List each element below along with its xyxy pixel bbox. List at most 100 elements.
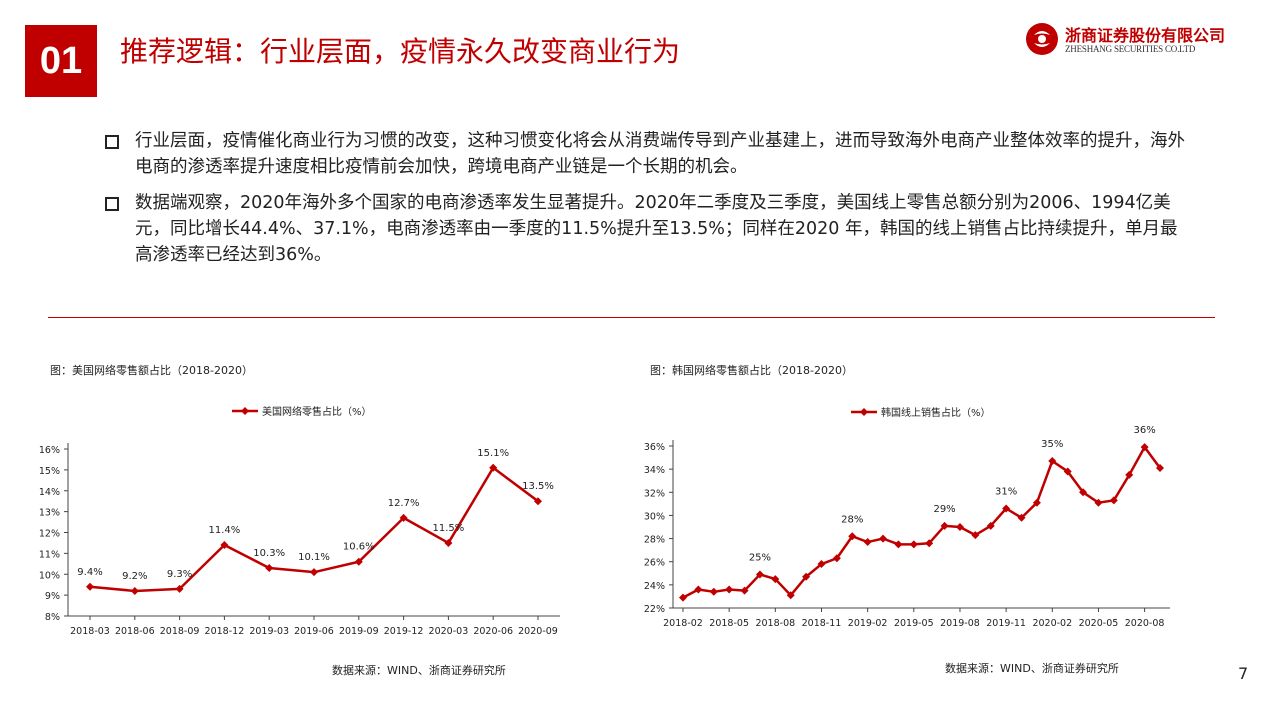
data-point-marker <box>1017 513 1026 522</box>
data-point-marker <box>986 521 995 530</box>
data-point-marker <box>694 585 703 594</box>
data-point-marker <box>725 585 734 594</box>
data-point-marker <box>879 534 888 543</box>
x-tick-label: 2020-03 <box>429 626 469 637</box>
y-tick-label: 26% <box>644 558 665 569</box>
series-line <box>682 445 1162 599</box>
data-point-marker <box>444 538 453 547</box>
data-point-marker <box>740 586 749 595</box>
data-point-marker <box>1002 504 1011 513</box>
y-tick-label: 12% <box>39 529 60 540</box>
x-tick-label: 2019-03 <box>249 626 289 637</box>
data-point-marker <box>1140 443 1149 452</box>
data-label: 10.1% <box>298 552 330 563</box>
y-tick-label: 9% <box>45 591 60 602</box>
y-tick-label: 22% <box>644 604 665 615</box>
data-point-marker <box>399 513 408 522</box>
data-label: 9.3% <box>167 569 192 580</box>
bullet-text: 行业层面，疫情催化商业行为习惯的改变，这种习惯变化将会从消费端传导到产业基建上，… <box>135 131 1185 177</box>
data-point-marker <box>1079 488 1088 497</box>
x-tick-label: 2018-11 <box>802 618 842 629</box>
data-point-marker <box>786 591 795 600</box>
x-tick-label: 2018-03 <box>70 626 110 637</box>
logo-chinese-name: 浙商证券股份有限公司 <box>1065 26 1226 45</box>
y-tick-label: 13% <box>39 508 60 519</box>
data-label: 15.1% <box>477 448 509 459</box>
y-tick-label: 36% <box>644 442 665 453</box>
x-tick-label: 2019-12 <box>384 626 424 637</box>
data-point-marker <box>863 538 872 547</box>
y-tick-label: 28% <box>644 535 665 546</box>
y-tick-label: 10% <box>39 570 60 581</box>
data-point-marker <box>925 539 934 548</box>
x-tick-label: 2018-08 <box>755 618 795 629</box>
legend-marker <box>860 408 868 416</box>
data-point-marker <box>955 523 964 531</box>
x-tick-label: 2018-06 <box>115 626 155 637</box>
data-label: 10.6% <box>343 542 375 553</box>
us-data-source: 数据来源：WIND、浙商证券研究所 <box>332 664 506 677</box>
square-bullet-icon <box>105 135 119 149</box>
data-point-marker <box>310 568 318 577</box>
kr-figure-caption: 图：韩国网络零售额占比（2018-2020） <box>650 364 853 377</box>
y-tick-label: 34% <box>644 465 665 476</box>
data-point-marker <box>354 557 363 566</box>
x-tick-label: 2020-05 <box>1079 618 1119 629</box>
x-tick-label: 2019-11 <box>986 618 1026 629</box>
y-tick-label: 15% <box>39 466 60 477</box>
legend-marker <box>241 407 249 415</box>
square-bullet-icon <box>105 197 119 211</box>
data-label: 29% <box>933 504 955 515</box>
y-tick-label: 11% <box>39 549 60 560</box>
data-point-marker <box>489 463 498 472</box>
data-point-marker <box>1125 470 1134 479</box>
section-number-badge: 01 <box>25 25 97 97</box>
data-point-marker <box>832 554 841 563</box>
data-point-marker <box>1094 498 1103 507</box>
kr-data-source: 数据来源：WIND、浙商证券研究所 <box>945 662 1119 675</box>
x-tick-label: 2018-09 <box>160 626 200 637</box>
us-figure-caption: 图：美国网络零售额占比（2018-2020） <box>50 364 253 377</box>
x-tick-label: 2020-02 <box>1032 618 1072 629</box>
bullet-text: 数据端观察，2020年海外多个国家的电商渗透率发生显著提升。2020年二季度及三… <box>135 193 1178 265</box>
data-point-marker <box>679 593 687 602</box>
kr-ecommerce-chart: 韩国线上销售占比（%） 22% 24% 26% 28% 30% 32% 34% 36% 2018-… <box>644 406 1170 629</box>
us-ecommerce-chart: 美国网络零售占比（%） 8% 9% 10% 11% 12% 13% 14% 15% 16% 2018… <box>39 405 560 637</box>
data-point-marker <box>971 531 980 540</box>
company-logo: 浙商证券股份有限公司 ZHESHANG SECURITIES CO.LTD <box>1025 20 1255 65</box>
logo-english-name: ZHESHANG SECURITIES CO.LTD <box>1065 44 1196 54</box>
data-point-marker <box>265 563 274 572</box>
data-point-marker <box>534 497 542 506</box>
page-title: 推荐逻辑：行业层面，疫情永久改变商业行为 <box>120 35 681 68</box>
logo-mark-icon <box>1026 23 1058 55</box>
section-divider <box>48 317 1215 318</box>
data-point-marker <box>940 521 949 530</box>
data-label: 10.3% <box>253 548 285 559</box>
data-label: 25% <box>749 552 771 563</box>
data-label: 12.7% <box>388 498 420 509</box>
data-point-marker <box>1109 496 1118 505</box>
x-tick-label: 2018-12 <box>205 626 245 637</box>
x-tick-label: 2020-06 <box>473 626 513 637</box>
data-label: 36% <box>1133 425 1155 436</box>
x-tick-label: 2020-08 <box>1125 618 1165 629</box>
data-point-marker <box>175 584 184 593</box>
x-tick-label: 2020-09 <box>518 626 558 637</box>
data-point-marker <box>709 587 718 596</box>
bullet-list: 行业层面，疫情催化商业行为习惯的改变，这种习惯变化将会从消费端传导到产业基建上，… <box>105 128 1185 278</box>
data-label: 31% <box>995 486 1017 497</box>
data-point-marker <box>802 572 811 581</box>
data-point-marker <box>817 560 826 569</box>
y-tick-label: 30% <box>644 511 665 522</box>
y-tick-label: 8% <box>45 612 60 623</box>
data-label: 9.2% <box>122 571 147 582</box>
x-tick-label: 2019-06 <box>294 626 334 637</box>
data-point-marker <box>220 541 229 550</box>
y-tick-label: 16% <box>39 445 60 456</box>
data-point-marker <box>1156 463 1164 472</box>
page-number: 7 <box>1238 664 1249 683</box>
data-label: 11.5% <box>433 523 465 534</box>
bullet-item: 行业层面，疫情催化商业行为习惯的改变，这种习惯变化将会从消费端传导到产业基建上，… <box>105 128 1185 180</box>
data-point-marker <box>1063 467 1072 476</box>
x-tick-label: 2018-05 <box>709 618 749 629</box>
